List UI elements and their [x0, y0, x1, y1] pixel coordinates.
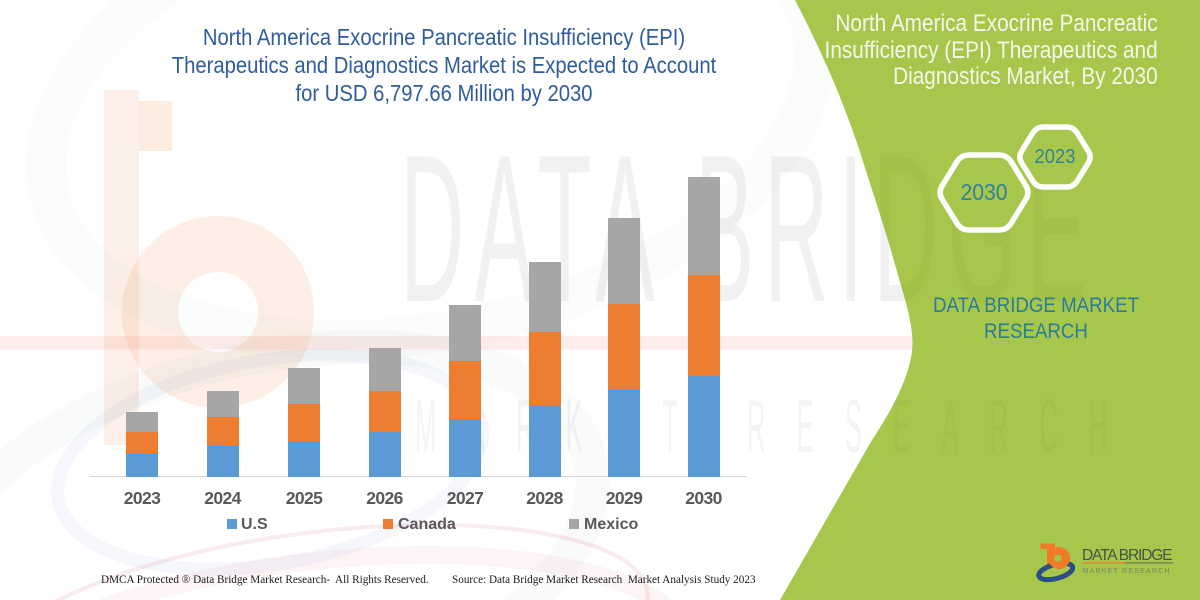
svg-text:2023: 2023 [1035, 146, 1076, 168]
svg-text:MARKET RESEARCH: MARKET RESEARCH [1083, 568, 1173, 575]
svg-text:DATA BRIDGE: DATA BRIDGE [1082, 547, 1173, 564]
svg-text:MARKET RESEARCH: MARKET RESEARCH [415, 384, 1139, 468]
svg-text:2030: 2030 [960, 179, 1007, 205]
